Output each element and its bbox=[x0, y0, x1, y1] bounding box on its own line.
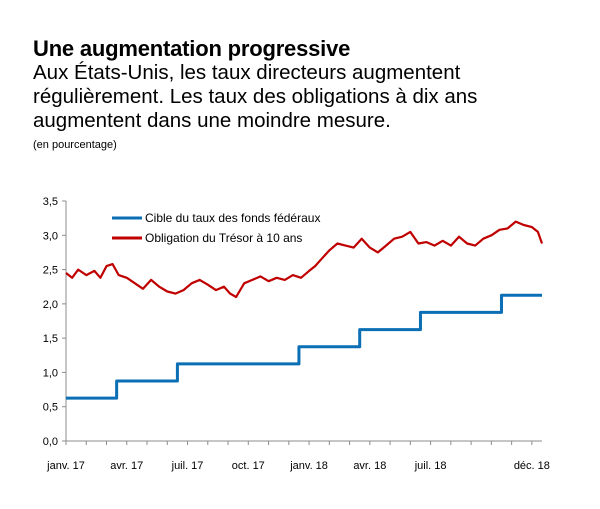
legend: Cible du taux des fonds fédéraux Obligat… bbox=[112, 211, 320, 245]
chart-title: Une augmentation progressive bbox=[33, 36, 351, 61]
y-tick-label: 0,5 bbox=[43, 402, 58, 414]
y-tick-label: 2,0 bbox=[43, 299, 58, 311]
x-tick-label: juil. 17 bbox=[171, 460, 204, 472]
y-tick-label: 2,5 bbox=[43, 265, 58, 277]
y-tick-label: 0,0 bbox=[43, 436, 58, 448]
x-tick-label: oct. 17 bbox=[232, 460, 265, 472]
legend-treasury-label: Obligation du Trésor à 10 ans bbox=[145, 231, 302, 245]
axes: 0,0 0,5 1,0 1,5 2,0 2,5 3,0 3,5 janv. 17 avr. 17 j… bbox=[43, 196, 550, 472]
x-tick-label: janv. 17 bbox=[46, 460, 85, 472]
x-tick-label: juil. 18 bbox=[414, 460, 447, 472]
x-tick-label: janv. 18 bbox=[289, 460, 328, 472]
y-tick-label: 3,0 bbox=[43, 230, 58, 242]
x-tick-label: avr. 18 bbox=[353, 460, 386, 472]
y-tick-label: 3,5 bbox=[43, 196, 58, 208]
legend-fed-label: Cible du taux des fonds fédéraux bbox=[145, 211, 320, 225]
unit-label: (en pourcentage) bbox=[33, 139, 117, 151]
series-group bbox=[65, 220, 544, 400]
treasury-10y-line bbox=[65, 220, 544, 299]
y-tick-label: 1,0 bbox=[43, 367, 58, 379]
y-tick-label: 1,5 bbox=[43, 333, 58, 345]
fed-funds-target-line bbox=[66, 293, 542, 400]
x-tick-label: déc. 18 bbox=[514, 460, 550, 472]
x-tick-label: avr. 17 bbox=[110, 460, 143, 472]
chart-subtitle: Aux États-Unis, les taux directeurs augm… bbox=[33, 61, 478, 132]
